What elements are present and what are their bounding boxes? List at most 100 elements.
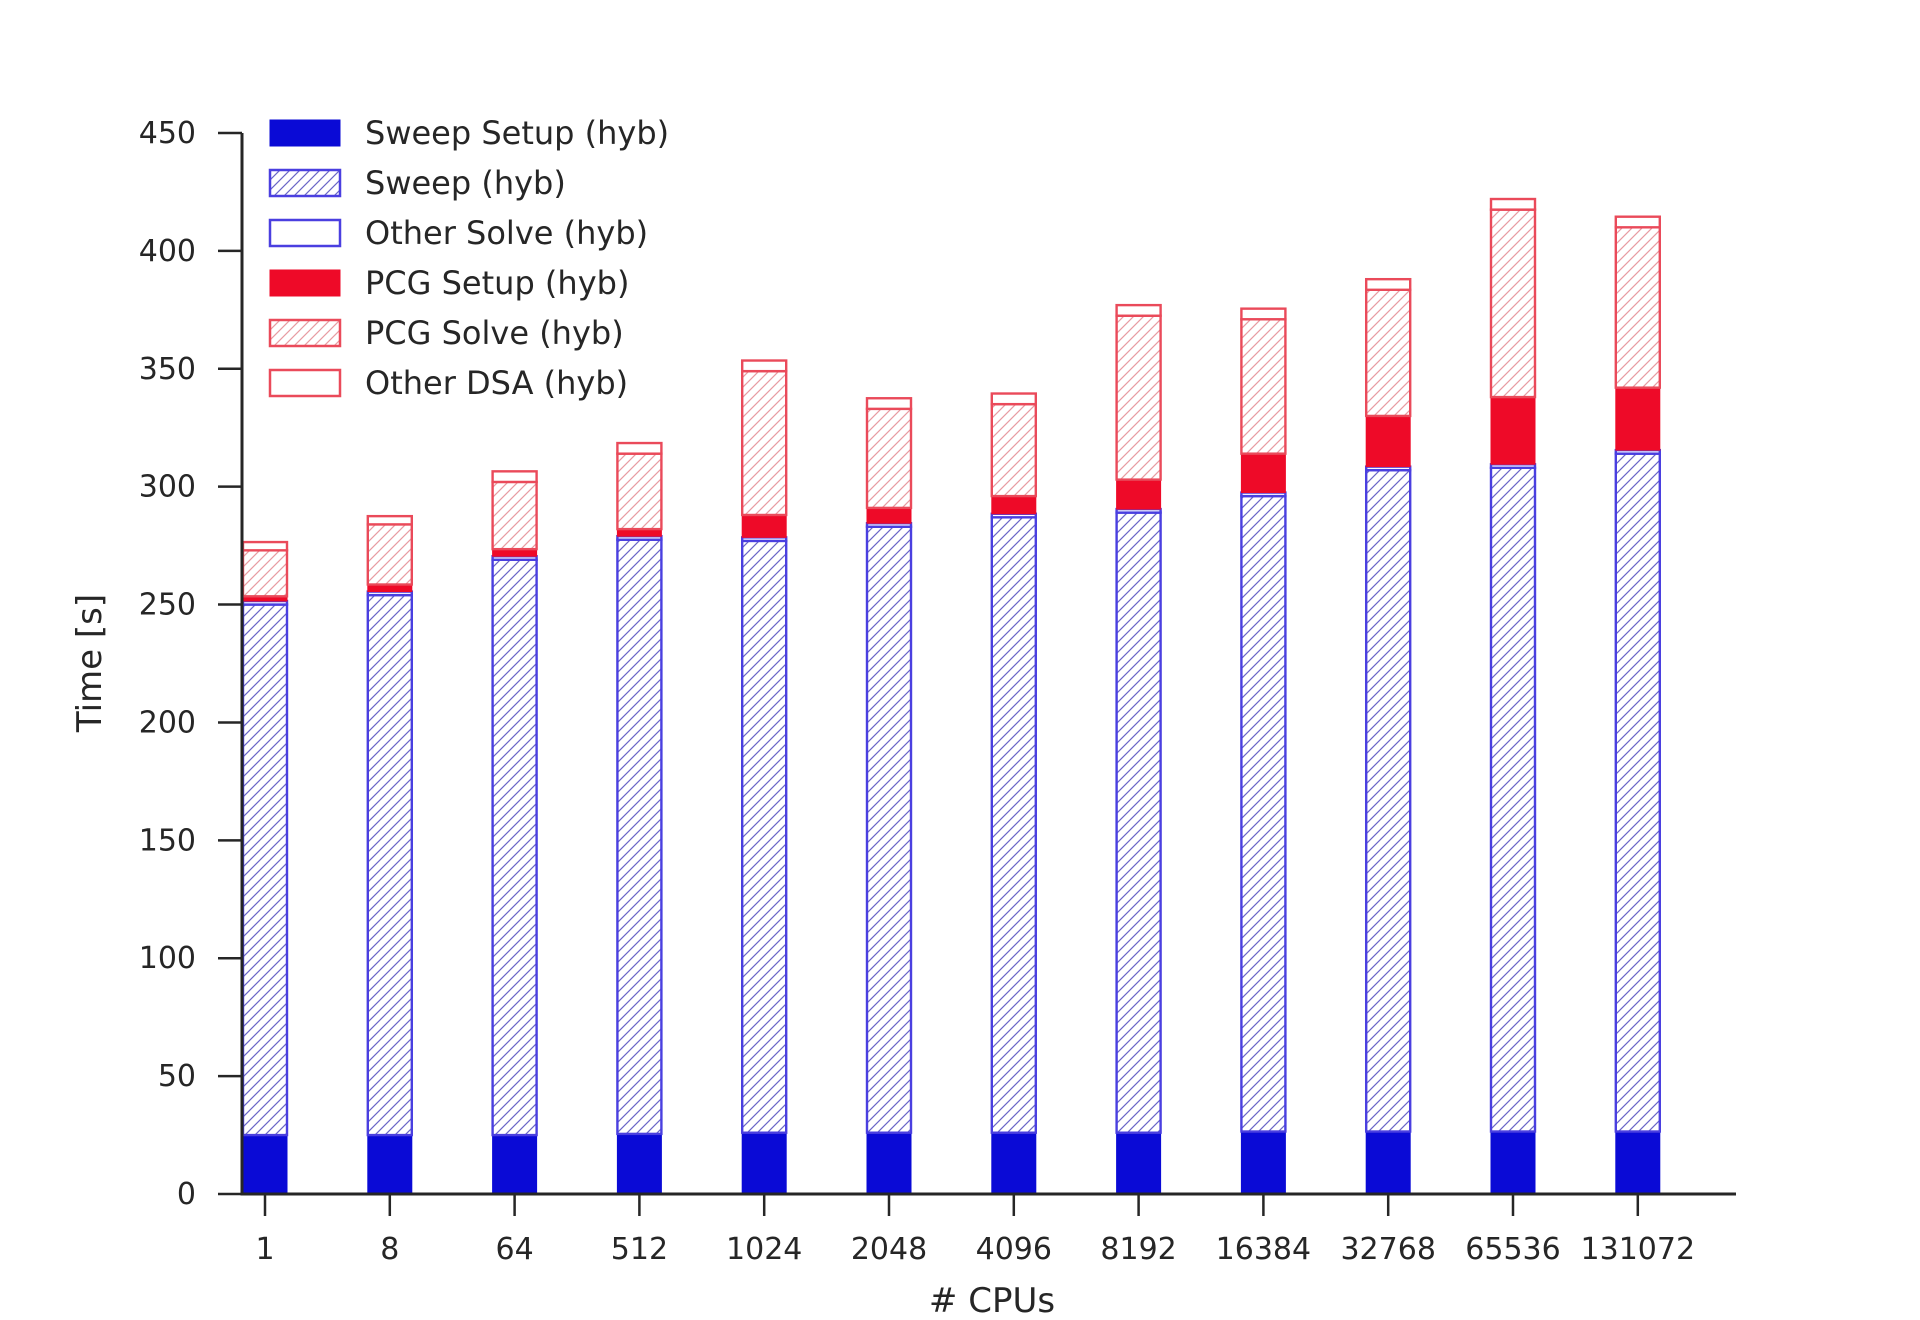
bar-segment-pcg-setup-hyb--4096 bbox=[991, 495, 1037, 515]
bar-segment-other-dsa-hyb--32768 bbox=[1364, 277, 1412, 291]
bar-segment-pcg-solve-hyb--64 bbox=[491, 480, 538, 551]
bar-stacks bbox=[241, 197, 1662, 1195]
bar-segment-other-solve-hyb--2048 bbox=[865, 522, 913, 528]
bar-segment-pcg-solve-hyb--8192 bbox=[1115, 314, 1162, 481]
x-tick-label-8192: 8192 bbox=[1100, 1232, 1176, 1267]
bar-segment-other-solve-hyb--131072 bbox=[1614, 448, 1662, 455]
bar-segment-pcg-solve-hyb--131072 bbox=[1614, 226, 1662, 389]
bar-segment-pcg-solve-hyb--32768 bbox=[1364, 288, 1412, 418]
legend-item-sweep-hyb: Sweep (hyb) bbox=[268, 164, 566, 202]
x-tick-label-1024: 1024 bbox=[726, 1232, 802, 1267]
bar-segment-other-solve-hyb--65536 bbox=[1489, 463, 1537, 470]
y-axis-label: Time [s] bbox=[70, 594, 110, 733]
bar-segment-other-solve-hyb--16384 bbox=[1240, 491, 1287, 498]
bar-stack-512 bbox=[616, 441, 663, 1195]
legend-swatch-other-dsa-hyb bbox=[268, 368, 342, 398]
legend-item-other-solve-hyb: Other Solve (hyb) bbox=[268, 214, 648, 252]
bar-segment-pcg-setup-hyb--65536 bbox=[1490, 396, 1536, 465]
bar-segment-sweep-hyb--65536 bbox=[1489, 466, 1537, 1133]
bar-segment-other-dsa-hyb--4096 bbox=[990, 392, 1037, 406]
legend-label-sweep-setup-hyb: Sweep Setup (hyb) bbox=[365, 114, 669, 152]
bar-segment-other-solve-hyb--1024 bbox=[741, 536, 788, 543]
x-tick-label-4096: 4096 bbox=[976, 1232, 1052, 1267]
bar-segment-pcg-solve-hyb--8 bbox=[366, 523, 413, 586]
bar-segment-other-solve-hyb--512 bbox=[616, 534, 663, 541]
legend-label-pcg-setup-hyb: PCG Setup (hyb) bbox=[365, 264, 629, 302]
legend-swatch-sweep-hyb bbox=[268, 168, 342, 198]
bar-stack-16384 bbox=[1240, 307, 1287, 1195]
y-tick-label-400: 400 bbox=[139, 234, 196, 269]
legend-swatch-pcg-solve-hyb bbox=[268, 318, 342, 348]
bar-segment-sweep-setup-hyb--8 bbox=[367, 1134, 413, 1195]
legend-swatch-other-solve-hyb bbox=[268, 218, 342, 248]
bar-segment-other-dsa-hyb--64 bbox=[491, 470, 538, 484]
legend-item-other-dsa-hyb: Other DSA (hyb) bbox=[268, 364, 628, 402]
legend-item-pcg-solve-hyb: PCG Solve (hyb) bbox=[268, 314, 624, 352]
bar-stack-2048 bbox=[865, 397, 913, 1195]
x-tick-label-64: 64 bbox=[496, 1232, 534, 1267]
bar-segment-other-solve-hyb--8 bbox=[366, 590, 413, 597]
y-tick-label-100: 100 bbox=[139, 941, 196, 976]
bar-segment-pcg-solve-hyb--1 bbox=[241, 549, 289, 598]
bar-segment-other-dsa-hyb--8 bbox=[366, 514, 413, 526]
bar-segment-sweep-setup-hyb--131072 bbox=[1615, 1131, 1661, 1195]
bar-stack-65536 bbox=[1489, 197, 1537, 1195]
y-tick-label-200: 200 bbox=[139, 705, 196, 740]
bar-segment-sweep-hyb--64 bbox=[491, 558, 538, 1137]
bar-stack-32768 bbox=[1364, 277, 1412, 1195]
bar-stack-8192 bbox=[1115, 303, 1162, 1195]
bar-segment-pcg-solve-hyb--1024 bbox=[741, 369, 788, 517]
bar-segment-other-dsa-hyb--1 bbox=[241, 540, 289, 552]
bar-segment-pcg-solve-hyb--16384 bbox=[1240, 318, 1287, 455]
bar-segment-sweep-setup-hyb--64 bbox=[492, 1134, 538, 1195]
bar-segment-other-solve-hyb--4096 bbox=[990, 512, 1037, 519]
x-tick-label-131072: 131072 bbox=[1581, 1232, 1696, 1267]
bar-segment-pcg-solve-hyb--65536 bbox=[1489, 208, 1537, 399]
bar-segment-other-dsa-hyb--1024 bbox=[741, 359, 788, 373]
x-tick-label-65536: 65536 bbox=[1465, 1232, 1560, 1267]
legend-label-sweep-hyb: Sweep (hyb) bbox=[365, 164, 566, 202]
bar-segment-other-solve-hyb--8192 bbox=[1115, 507, 1162, 514]
bar-segment-other-dsa-hyb--131072 bbox=[1614, 215, 1662, 229]
bar-segment-pcg-solve-hyb--4096 bbox=[990, 402, 1037, 498]
bar-segment-other-dsa-hyb--65536 bbox=[1489, 197, 1537, 211]
bar-segment-sweep-setup-hyb--1 bbox=[242, 1134, 288, 1195]
bar-segment-sweep-setup-hyb--32768 bbox=[1365, 1131, 1411, 1195]
y-tick-label-350: 350 bbox=[139, 352, 196, 387]
bar-segment-sweep-setup-hyb--1024 bbox=[741, 1132, 787, 1195]
y-tick-label-450: 450 bbox=[139, 116, 196, 151]
x-tick-label-8: 8 bbox=[380, 1232, 399, 1267]
bar-segment-sweep-hyb--32768 bbox=[1364, 468, 1412, 1133]
bar-segment-sweep-hyb--8192 bbox=[1115, 511, 1162, 1134]
bar-segment-pcg-setup-hyb--32768 bbox=[1365, 415, 1411, 468]
x-tick-label-32768: 32768 bbox=[1340, 1232, 1435, 1267]
bar-stack-1 bbox=[241, 540, 289, 1195]
bar-segment-other-dsa-hyb--16384 bbox=[1240, 307, 1287, 321]
bar-segment-sweep-setup-hyb--16384 bbox=[1240, 1131, 1286, 1195]
bar-stack-131072 bbox=[1614, 215, 1662, 1195]
bar-segment-pcg-setup-hyb--2048 bbox=[866, 507, 912, 524]
x-tick-label-2048: 2048 bbox=[851, 1232, 927, 1267]
legend-swatch-pcg-setup-hyb bbox=[269, 269, 341, 297]
x-tick-label-16384: 16384 bbox=[1216, 1232, 1311, 1267]
legend: Sweep Setup (hyb) Sweep (hyb) Other Solve … bbox=[268, 114, 669, 402]
bar-segment-other-solve-hyb--64 bbox=[491, 555, 538, 561]
x-axis-label: # CPUs bbox=[929, 1281, 1055, 1320]
y-tick-label-300: 300 bbox=[139, 470, 196, 505]
legend-label-other-dsa-hyb: Other DSA (hyb) bbox=[365, 364, 628, 402]
axes: 0 50 100 150 200 250 300 350 400 450 1 8 64 512 1024 20… bbox=[139, 116, 1736, 1267]
bar-stack-8 bbox=[366, 514, 413, 1195]
x-tick-label-512: 512 bbox=[611, 1232, 668, 1267]
legend-label-other-solve-hyb: Other Solve (hyb) bbox=[365, 214, 648, 252]
bar-segment-pcg-setup-hyb--8192 bbox=[1116, 479, 1162, 510]
x-tick-label-1: 1 bbox=[255, 1232, 274, 1267]
bar-segment-sweep-hyb--1 bbox=[241, 603, 289, 1137]
bar-segment-sweep-setup-hyb--2048 bbox=[866, 1132, 912, 1195]
bar-segment-pcg-setup-hyb--16384 bbox=[1240, 453, 1286, 494]
bar-segment-sweep-setup-hyb--512 bbox=[616, 1133, 662, 1195]
bar-segment-other-dsa-hyb--512 bbox=[616, 441, 663, 455]
bar-segment-pcg-setup-hyb--131072 bbox=[1615, 387, 1661, 451]
bar-segment-sweep-hyb--2048 bbox=[865, 525, 913, 1134]
legend-swatch-sweep-setup-hyb bbox=[269, 119, 341, 147]
bar-segment-pcg-solve-hyb--512 bbox=[616, 452, 663, 531]
